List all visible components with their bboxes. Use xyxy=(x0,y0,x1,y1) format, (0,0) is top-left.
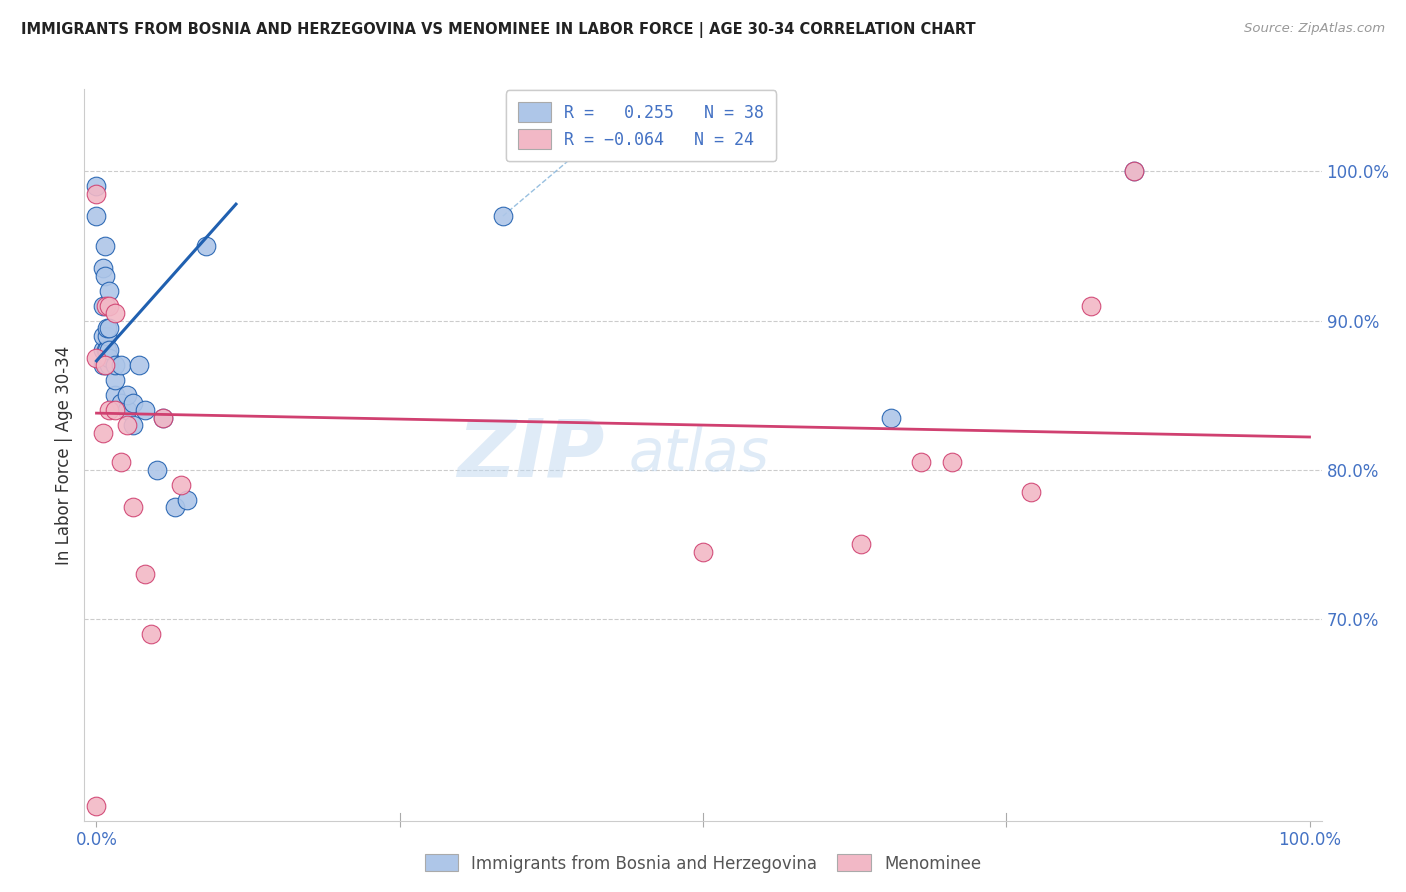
Point xyxy=(194,239,217,253)
Point xyxy=(91,425,114,440)
Point xyxy=(1019,485,1042,500)
Point xyxy=(97,321,120,335)
Point xyxy=(115,403,138,417)
Point xyxy=(115,418,138,433)
Point xyxy=(96,343,118,358)
Point xyxy=(122,395,145,409)
Point xyxy=(165,500,187,515)
Point xyxy=(94,239,117,253)
Point xyxy=(96,299,118,313)
Point xyxy=(86,351,108,365)
Point xyxy=(96,343,118,358)
Point xyxy=(86,798,108,813)
Point xyxy=(1122,164,1144,178)
Point xyxy=(96,321,118,335)
Point xyxy=(122,418,145,433)
Y-axis label: In Labor Force | Age 30-34: In Labor Force | Age 30-34 xyxy=(55,345,73,565)
Point xyxy=(96,328,118,343)
Point xyxy=(96,359,118,373)
Point xyxy=(492,209,515,223)
Legend: Immigrants from Bosnia and Herzegovina, Menominee: Immigrants from Bosnia and Herzegovina, … xyxy=(418,847,988,880)
Point xyxy=(104,388,127,402)
Point xyxy=(97,351,120,365)
Point xyxy=(880,410,903,425)
Point xyxy=(91,328,114,343)
Point xyxy=(97,299,120,313)
Text: IMMIGRANTS FROM BOSNIA AND HERZEGOVINA VS MENOMINEE IN LABOR FORCE | AGE 30-34 C: IMMIGRANTS FROM BOSNIA AND HERZEGOVINA V… xyxy=(21,22,976,38)
Point xyxy=(1122,164,1144,178)
Point xyxy=(146,463,169,477)
Text: ZIP: ZIP xyxy=(457,416,605,494)
Point xyxy=(110,455,132,469)
Point xyxy=(104,403,127,417)
Point xyxy=(134,403,156,417)
Point xyxy=(134,567,156,582)
Point xyxy=(115,388,138,402)
Point xyxy=(176,492,198,507)
Point xyxy=(86,186,108,201)
Point xyxy=(1080,299,1102,313)
Text: Source: ZipAtlas.com: Source: ZipAtlas.com xyxy=(1244,22,1385,36)
Point xyxy=(910,455,932,469)
Point xyxy=(110,359,132,373)
Point xyxy=(91,299,114,313)
Point xyxy=(86,209,108,223)
Legend: R =   0.255   N = 38, R = −0.064   N = 24: R = 0.255 N = 38, R = −0.064 N = 24 xyxy=(506,90,776,161)
Point xyxy=(97,359,120,373)
Point xyxy=(104,359,127,373)
Point xyxy=(91,343,114,358)
Point xyxy=(122,500,145,515)
Point xyxy=(692,545,714,559)
Point xyxy=(152,410,174,425)
Point xyxy=(849,537,872,551)
Point xyxy=(128,359,150,373)
Point xyxy=(110,395,132,409)
Point xyxy=(170,477,193,491)
Point xyxy=(104,306,127,320)
Point xyxy=(94,268,117,283)
Point xyxy=(91,261,114,276)
Point xyxy=(152,410,174,425)
Point xyxy=(97,284,120,298)
Point xyxy=(97,403,120,417)
Point xyxy=(86,179,108,194)
Point xyxy=(941,455,963,469)
Point xyxy=(94,359,117,373)
Point xyxy=(104,373,127,387)
Point xyxy=(97,343,120,358)
Point xyxy=(91,359,114,373)
Text: atlas: atlas xyxy=(628,426,769,483)
Point xyxy=(139,627,162,641)
